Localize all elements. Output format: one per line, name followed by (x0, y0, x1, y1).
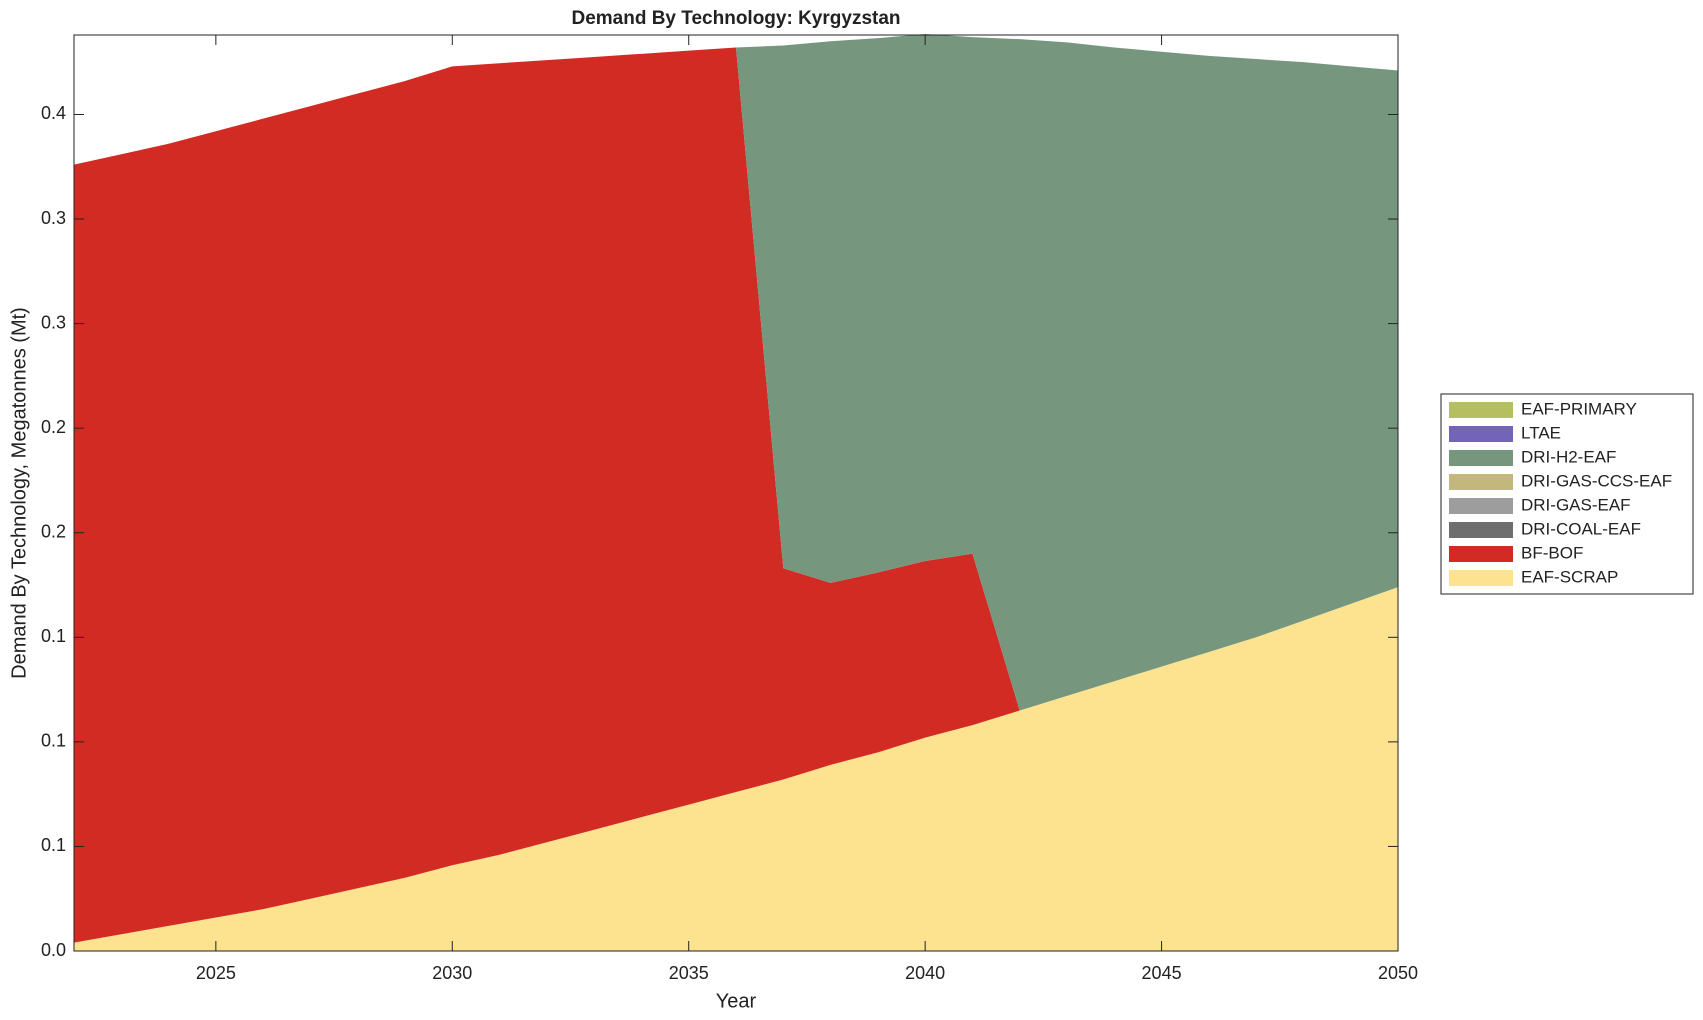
y-tick-label: 0.2 (41, 521, 66, 541)
legend-label: DRI-COAL-EAF (1521, 519, 1641, 538)
y-tick-label: 0.4 (41, 103, 66, 123)
x-tick-label: 2040 (905, 963, 945, 983)
legend-swatch (1449, 522, 1513, 538)
y-tick-label: 0.3 (41, 312, 66, 332)
area (74, 587, 1398, 951)
y-tick-label: 0.3 (41, 208, 66, 228)
legend-swatch (1449, 570, 1513, 586)
x-tick-label: 2030 (432, 963, 472, 983)
x-tick-label: 2025 (196, 963, 236, 983)
y-axis-label: Demand By Technology, Megatonnes (Mt) (8, 307, 30, 679)
x-tick-label: 2035 (669, 963, 709, 983)
plot-frame (73, 34, 1399, 952)
x-tick-label: 2045 (1142, 963, 1182, 983)
x-tick-label: 2050 (1378, 963, 1418, 983)
chart-title: Demand By Technology: Kyrgyzstan (571, 8, 900, 29)
y-tick-label: 0.1 (41, 731, 66, 751)
area (74, 47, 1398, 943)
x-axis-label: Year (716, 990, 757, 1012)
legend-label: DRI-H2-EAF (1521, 447, 1616, 466)
legend-swatch (1449, 498, 1513, 514)
legend-label: EAF-PRIMARY (1521, 399, 1637, 418)
legend-swatch (1449, 474, 1513, 490)
legend-swatch (1449, 426, 1513, 442)
y-tick-label: 0.1 (41, 626, 66, 646)
legend-label: BF-BOF (1521, 543, 1583, 562)
legend-swatch (1449, 546, 1513, 562)
y-tick-label: 0.2 (41, 417, 66, 437)
legend-label: EAF-SCRAP (1521, 567, 1618, 586)
legend-label: LTAE (1521, 423, 1561, 442)
y-tick-label: 0.1 (41, 835, 66, 855)
legend-label: DRI-GAS-CCS-EAF (1521, 471, 1672, 490)
area (74, 33, 1398, 711)
legend-label: DRI-GAS-EAF (1521, 495, 1631, 514)
y-tick-label: 0.0 (41, 940, 66, 960)
legend-box (1440, 393, 1694, 595)
legend-swatch (1449, 450, 1513, 466)
legend-swatch (1449, 402, 1513, 418)
